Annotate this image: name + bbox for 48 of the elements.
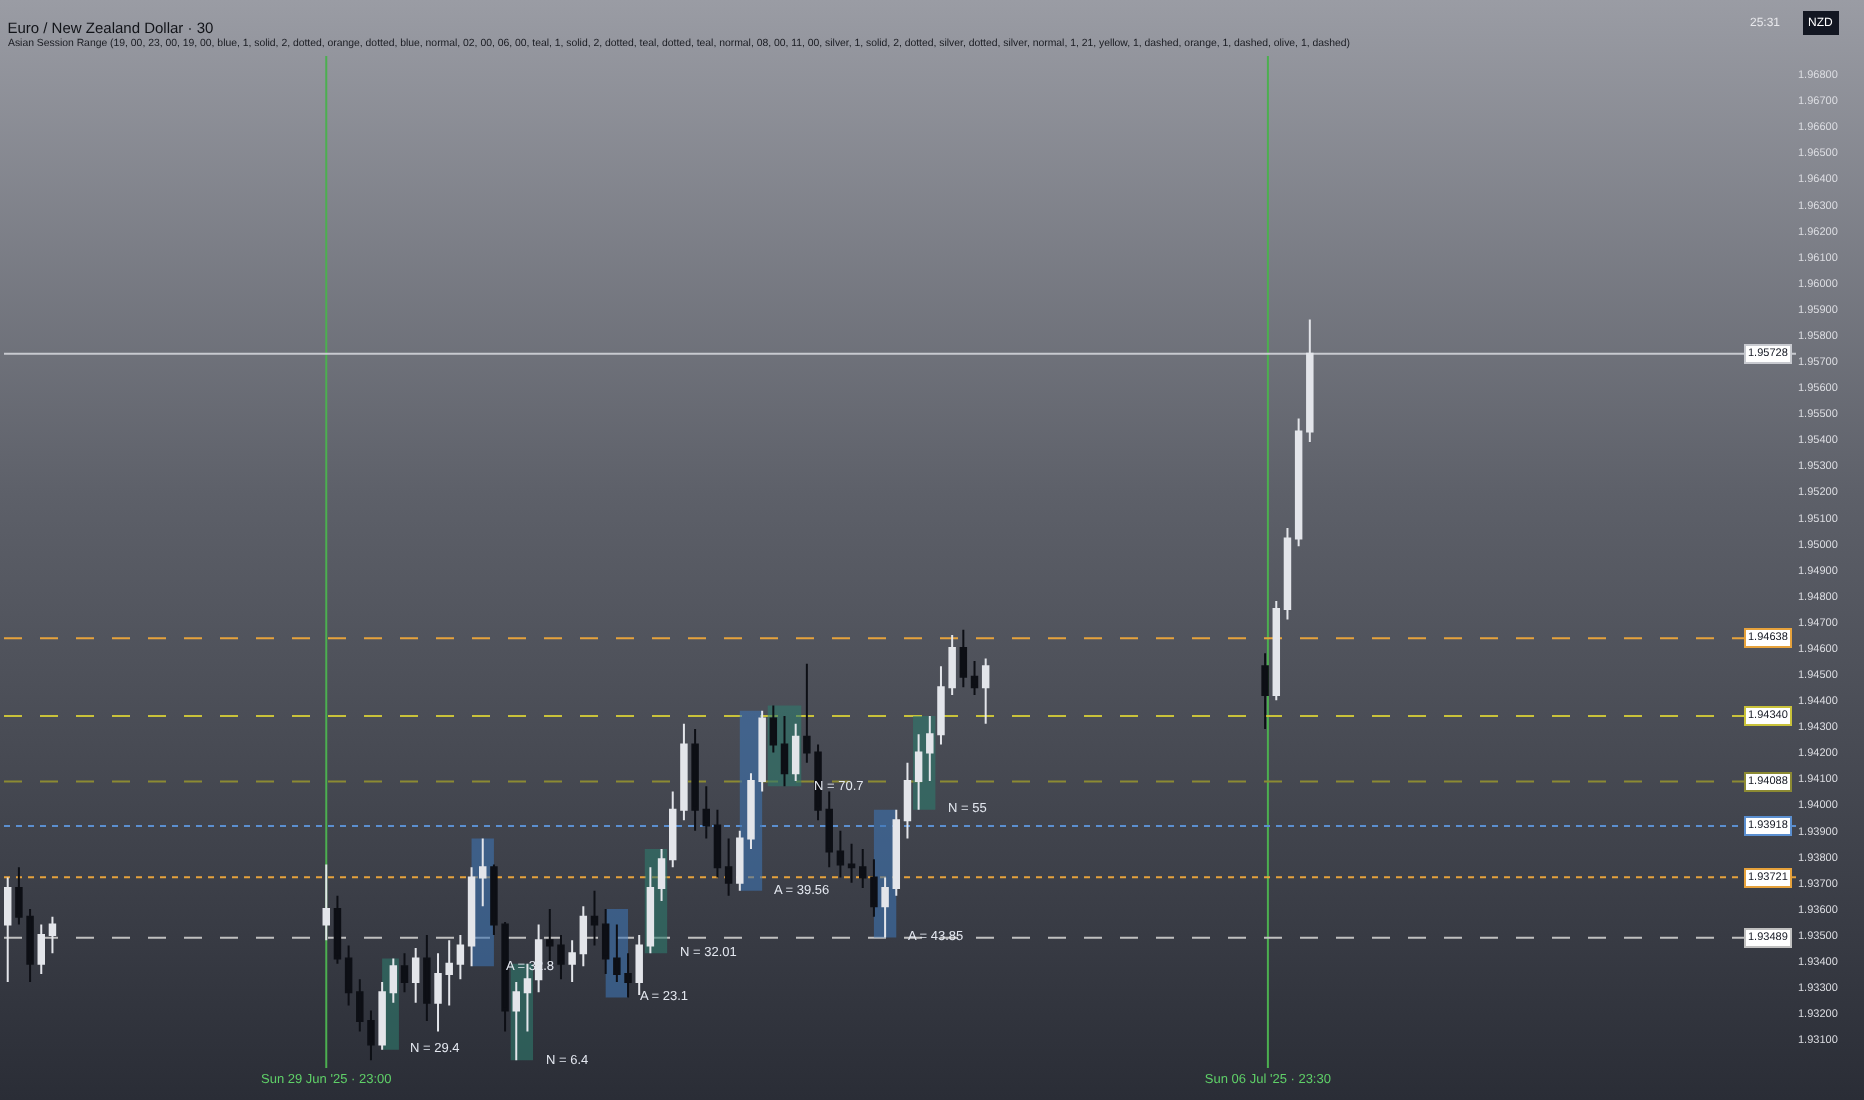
- candlestick: [859, 847, 867, 890]
- candlestick: [1306, 318, 1314, 444]
- candlestick: [4, 876, 12, 983]
- candlestick: [669, 790, 677, 869]
- candlestick: [847, 842, 856, 884]
- candlestick: [836, 829, 845, 879]
- candlestick: [322, 863, 330, 942]
- candlestick: [780, 714, 789, 788]
- candlestick: [467, 866, 476, 968]
- candlestick: [791, 722, 800, 783]
- candlestick: [657, 847, 666, 903]
- candlestick: [1294, 417, 1303, 548]
- candlestick: [344, 944, 353, 1007]
- candlestick: [892, 808, 901, 897]
- candlestick: [512, 980, 520, 1062]
- candlestick: [568, 939, 576, 983]
- candlestick: [37, 923, 45, 976]
- candlestick: [724, 837, 733, 897]
- candlestick: [903, 761, 912, 840]
- candlestick: [523, 962, 532, 1033]
- candlestick: [881, 876, 889, 939]
- candlestick: [579, 905, 588, 968]
- candlestick: [1272, 600, 1281, 702]
- candlestick: [601, 907, 610, 976]
- candlestick: [333, 894, 342, 965]
- candlestick: [456, 933, 465, 981]
- candlestick: [635, 933, 643, 996]
- candlestick: [680, 722, 688, 822]
- candlestick: [48, 915, 57, 955]
- candlestick: [1283, 527, 1292, 621]
- candlestick: [378, 980, 386, 1051]
- candlestick: [411, 947, 420, 1004]
- candlestick: [691, 727, 699, 832]
- candlestick: [423, 933, 431, 1023]
- candlestick: [870, 858, 878, 918]
- candlestick: [713, 808, 722, 879]
- candlestick: [981, 657, 990, 725]
- candlestick: [702, 785, 710, 840]
- candlestick: [590, 889, 599, 947]
- candlestick: [1261, 652, 1269, 730]
- candlestick: [400, 952, 409, 994]
- candlestick: [970, 660, 979, 697]
- candlestick: [769, 704, 778, 754]
- candlestick: [959, 628, 968, 689]
- candlestick: [479, 837, 487, 908]
- candlestick: [646, 866, 655, 955]
- candlestick: [914, 733, 923, 811]
- candlestick: [389, 957, 398, 1004]
